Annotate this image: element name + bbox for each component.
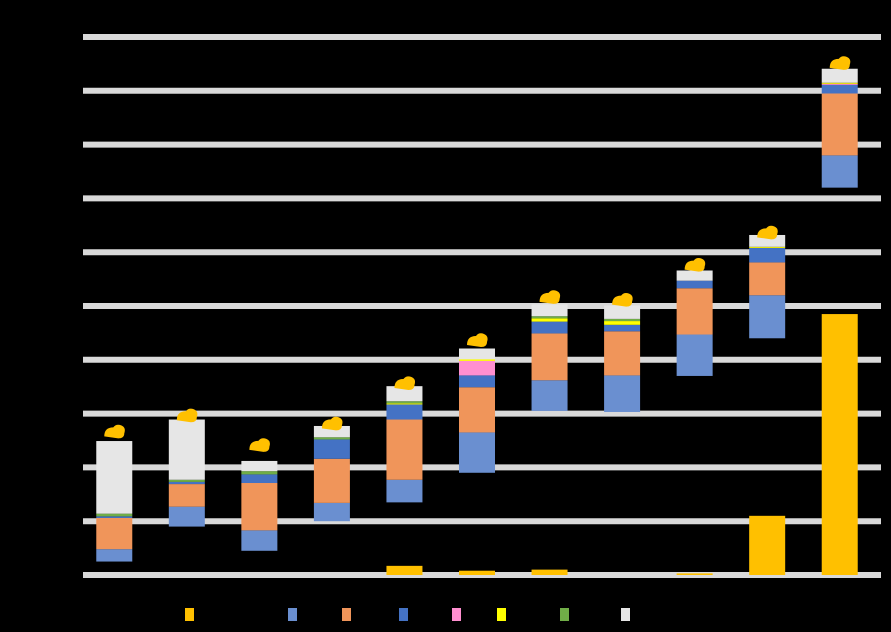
legend-item-s3 xyxy=(342,604,351,624)
bar-segment-s8 xyxy=(168,419,205,480)
bar-segment-s2 xyxy=(676,334,713,376)
top-marker xyxy=(612,292,633,307)
legend-swatch xyxy=(288,607,297,621)
legend-item-s8 xyxy=(621,604,630,624)
top-markers-layer xyxy=(104,56,851,452)
bar-segment-s8 xyxy=(313,425,350,438)
bar-segment-s7 xyxy=(241,471,278,475)
bar-segment-s4 xyxy=(386,404,423,420)
legend-swatch xyxy=(621,607,630,621)
bar-segment-s3 xyxy=(604,331,641,376)
bar-segment-s6 xyxy=(749,246,786,248)
bar-segment-s1 xyxy=(821,314,858,575)
bar-segment-s8 xyxy=(821,68,858,83)
bar-segment-s8 xyxy=(459,348,495,360)
legend-item-s7 xyxy=(560,604,569,624)
legend-item-s4 xyxy=(399,604,408,624)
bar-segment-s5 xyxy=(821,83,858,85)
bar-segment-s2 xyxy=(386,479,423,503)
bar-segment-s7 xyxy=(531,316,568,319)
bar-segment-s4 xyxy=(168,481,205,485)
bar-segment-s3 xyxy=(241,483,278,531)
legend-swatch xyxy=(452,607,461,621)
bar-segment-s7 xyxy=(168,479,205,482)
bar-segment-s2 xyxy=(821,155,858,188)
bar-segment-s6 xyxy=(531,318,568,322)
bar-segment-s4 xyxy=(96,516,133,518)
top-marker xyxy=(394,376,416,391)
legend-swatch xyxy=(185,607,194,621)
bar-segment-s1 xyxy=(386,565,423,575)
bar-segment-s6 xyxy=(821,82,858,84)
bar-segment-s3 xyxy=(168,484,205,507)
bar-segment-s2 xyxy=(459,432,495,473)
legend-item-s2 xyxy=(288,604,297,624)
bar-segment-s1 xyxy=(676,573,713,575)
legend-item-s5 xyxy=(452,604,461,624)
bar-segment-s8 xyxy=(604,305,641,319)
bar-segment-s3 xyxy=(821,93,858,156)
legend-swatch xyxy=(399,607,408,621)
bar-segment-s3 xyxy=(96,517,133,550)
bar-segment-s6 xyxy=(386,403,423,405)
bar-segment-s6 xyxy=(459,359,495,361)
bar-segment-s2 xyxy=(241,530,278,551)
top-marker xyxy=(249,438,270,452)
bar-segment-s1 xyxy=(531,569,568,575)
bars-layer xyxy=(96,68,858,575)
top-marker xyxy=(321,416,343,431)
bar-segment-s3 xyxy=(676,288,713,335)
top-marker xyxy=(757,225,778,240)
bar-segment-s1 xyxy=(749,515,786,575)
bar-segment-s2 xyxy=(749,295,786,339)
top-marker xyxy=(104,424,125,439)
bar-segment-s4 xyxy=(749,247,786,263)
bar-segment-s4 xyxy=(241,474,278,484)
top-marker xyxy=(829,56,851,70)
bar-segment-s7 xyxy=(96,513,133,517)
legend-swatch xyxy=(560,607,569,621)
top-marker xyxy=(176,408,198,423)
bar-segment-s2 xyxy=(313,502,350,522)
bar-segment-s4 xyxy=(821,84,858,94)
top-marker xyxy=(684,257,706,272)
bar-segment-s2 xyxy=(531,380,568,411)
legend-item-s6 xyxy=(497,604,506,624)
bar-segment-s1 xyxy=(459,570,495,575)
top-marker xyxy=(467,333,488,347)
bar-segment-s3 xyxy=(749,262,786,296)
bar-segment-s5 xyxy=(459,360,495,376)
bar-segment-s8 xyxy=(676,270,713,281)
bar-segment-s7 xyxy=(604,318,641,322)
bar-segment-s3 xyxy=(531,333,568,381)
bar-segment-s2 xyxy=(168,506,205,527)
legend-swatch xyxy=(342,607,351,621)
bar-segment-s3 xyxy=(313,458,350,503)
bar-segment-s8 xyxy=(241,460,278,472)
bar-segment-s3 xyxy=(386,419,423,480)
bar-segment-s4 xyxy=(459,375,495,388)
bar-segment-s3 xyxy=(459,387,495,433)
bar-segment-s2 xyxy=(604,375,641,412)
bar-segment-s4 xyxy=(313,439,350,459)
legend xyxy=(0,604,891,624)
bar-segment-s2 xyxy=(96,549,133,562)
bar-segment-s4 xyxy=(604,324,641,332)
bar-segment-s6 xyxy=(604,321,641,325)
bar-segment-s8 xyxy=(386,386,423,402)
bar-segment-s8 xyxy=(531,304,568,317)
bar-segment-s8 xyxy=(749,234,786,247)
bar-segment-s8 xyxy=(96,441,133,514)
bar-segment-s4 xyxy=(531,321,568,334)
legend-swatch xyxy=(497,607,506,621)
legend-item-s1 xyxy=(185,604,194,624)
bar-segment-s7 xyxy=(386,401,423,404)
bar-segment-s4 xyxy=(676,280,713,289)
bar-segment-s7 xyxy=(313,437,350,440)
top-marker xyxy=(539,290,561,304)
